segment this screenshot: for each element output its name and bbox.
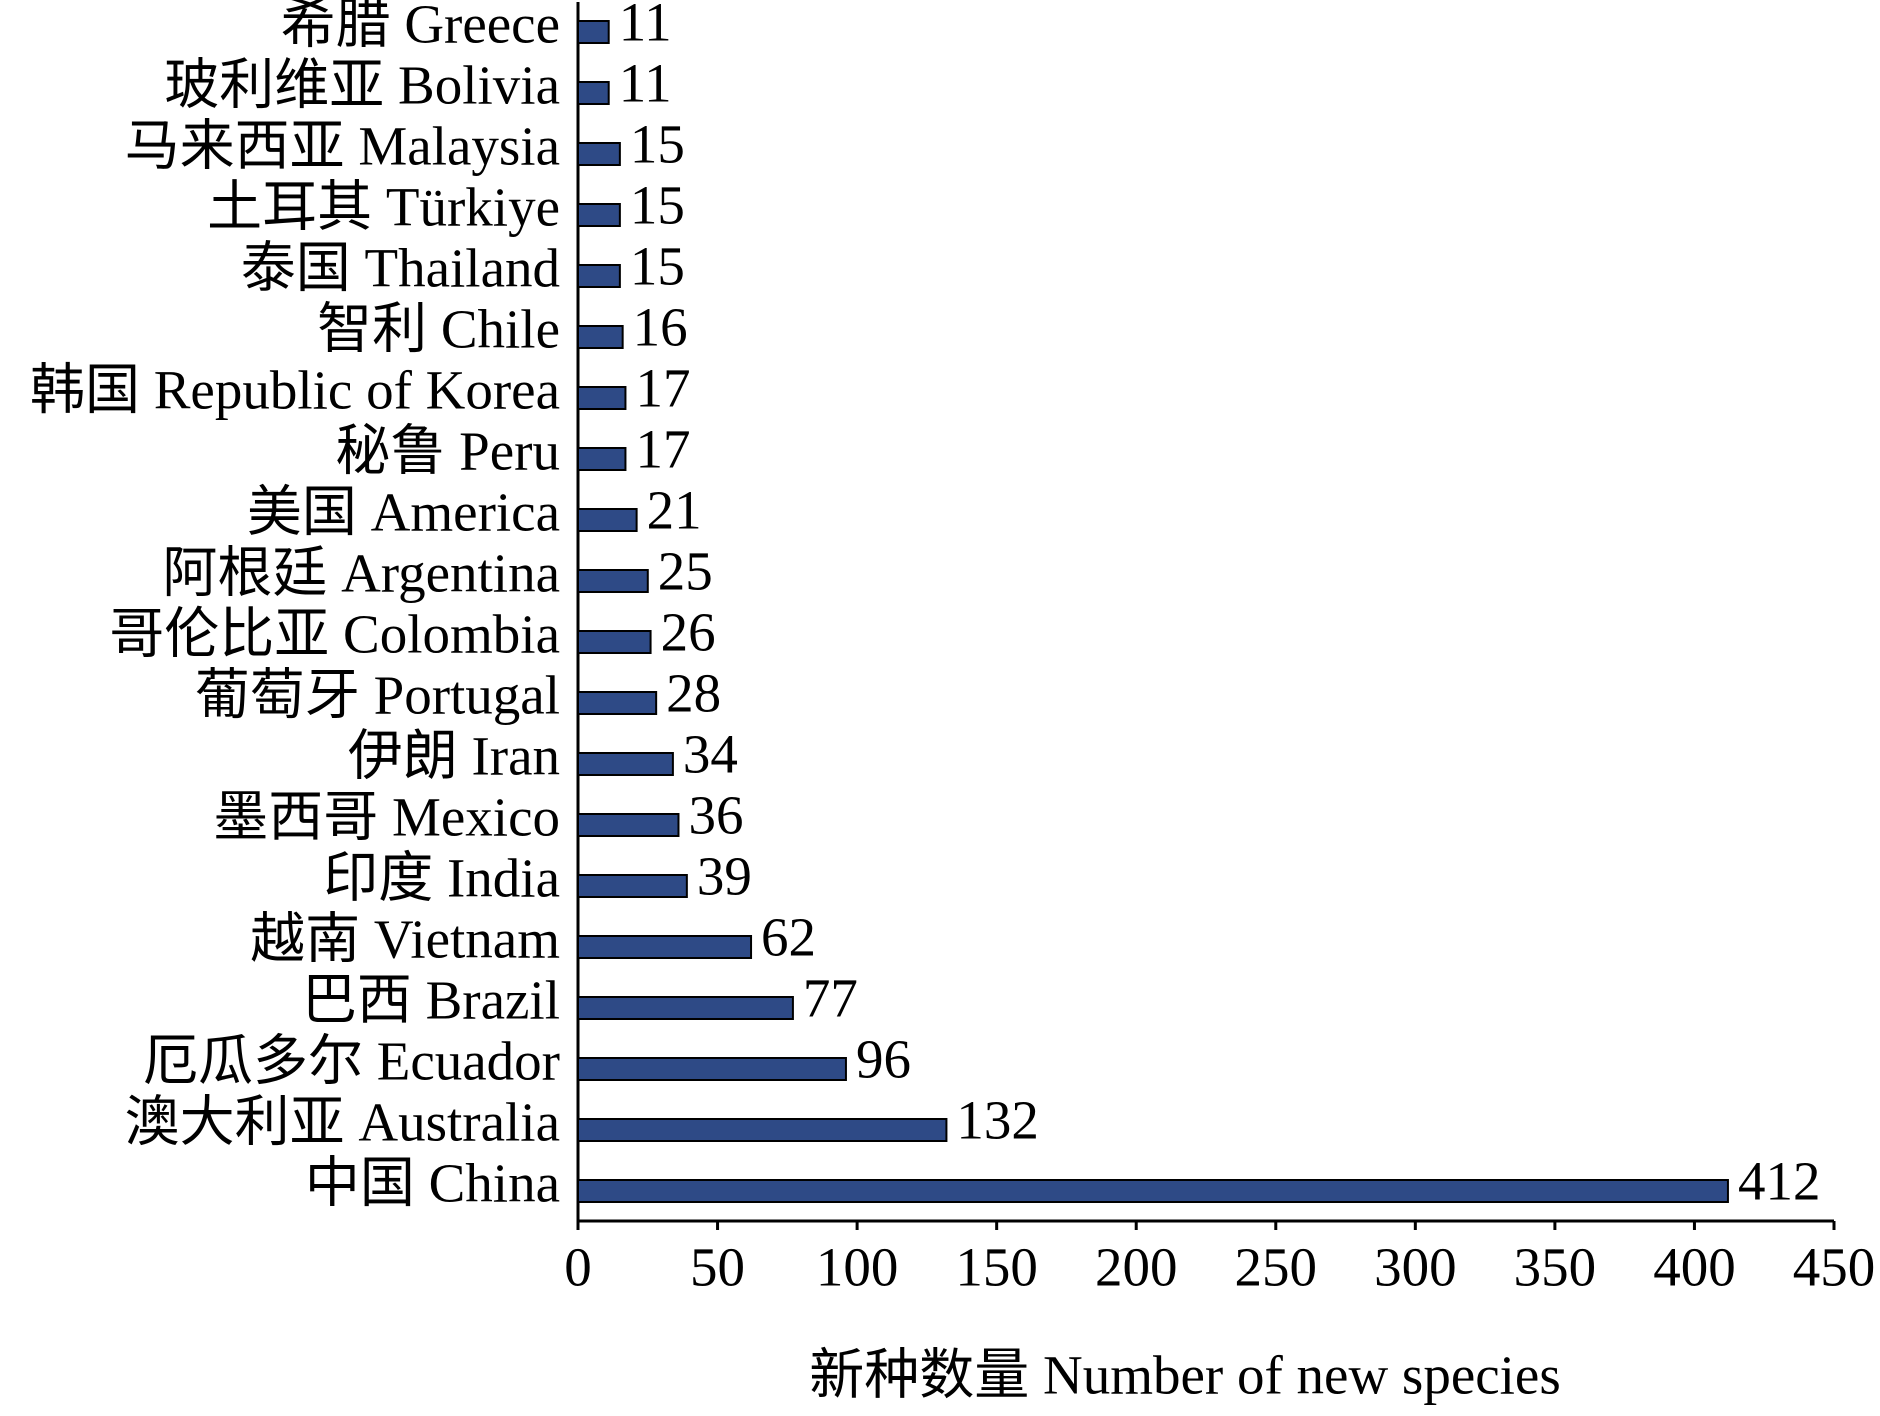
bar <box>577 325 624 349</box>
y-tick-label: 哥伦比亚 Colombia <box>109 604 560 665</box>
bar <box>577 20 610 44</box>
y-tick-label: 印度 India <box>323 848 560 909</box>
y-tick-label: 厄瓜多尔 Ecuador <box>143 1031 560 1092</box>
y-tick-label: 澳大利亚 Australia <box>125 1092 560 1153</box>
value-label: 17 <box>635 358 690 419</box>
bar <box>577 1057 847 1081</box>
bar <box>577 752 674 776</box>
x-axis-title: 新种数量 Number of new species <box>809 1345 1561 1406</box>
value-label: 26 <box>661 602 716 663</box>
bar <box>577 1179 1729 1203</box>
x-tick-label: 100 <box>816 1237 899 1298</box>
value-label: 132 <box>956 1090 1039 1151</box>
x-tick-label: 50 <box>690 1237 745 1298</box>
y-tick-label: 阿根廷 Argentina <box>162 543 560 604</box>
bar <box>577 1118 948 1142</box>
bar <box>577 874 688 898</box>
value-label: 28 <box>666 663 721 724</box>
y-tick-label: 越南 Vietnam <box>250 909 560 970</box>
value-label: 15 <box>630 236 685 297</box>
y-tick-label: 智利 Chile <box>317 299 560 360</box>
y-tick-label: 伊朗 Iran <box>348 726 560 787</box>
y-tick-label: 秘鲁 Peru <box>335 421 560 482</box>
y-tick-label: 墨西哥 Mexico <box>213 787 560 848</box>
bar <box>577 264 621 288</box>
value-label: 96 <box>856 1029 911 1090</box>
bar <box>577 691 658 715</box>
value-label: 11 <box>619 0 672 53</box>
bar <box>577 813 680 837</box>
bar <box>577 508 638 532</box>
value-label: 36 <box>688 785 743 846</box>
bar <box>577 630 652 654</box>
value-label: 11 <box>619 53 672 114</box>
y-tick-label: 葡萄牙 Portugal <box>195 665 560 726</box>
x-tick-label: 400 <box>1653 1237 1736 1298</box>
x-tick-label: 0 <box>564 1237 592 1298</box>
bar <box>577 935 753 959</box>
x-tick-label: 450 <box>1793 1237 1876 1298</box>
bar <box>577 447 627 471</box>
x-tick-label: 200 <box>1095 1237 1178 1298</box>
bar <box>577 203 621 227</box>
bar <box>577 142 621 166</box>
value-label: 77 <box>803 968 858 1029</box>
y-tick-label: 韩国 Republic of Korea <box>30 360 560 421</box>
y-tick-label: 土耳其 Türkiye <box>207 177 560 238</box>
y-tick-label: 玻利维亚 Bolivia <box>164 55 560 116</box>
y-tick-label: 希腊 Greece <box>281 0 560 55</box>
y-tick-label: 巴西 Brazil <box>302 970 560 1031</box>
value-label: 17 <box>635 419 690 480</box>
value-label: 15 <box>630 114 685 175</box>
x-tick-label: 350 <box>1514 1237 1597 1298</box>
bar <box>577 996 794 1020</box>
y-tick-label: 中国 China <box>305 1153 560 1214</box>
value-label: 21 <box>647 480 702 541</box>
value-label: 412 <box>1738 1151 1821 1212</box>
value-label: 15 <box>630 175 685 236</box>
value-label: 25 <box>658 541 713 602</box>
x-tick-label: 300 <box>1374 1237 1457 1298</box>
bar <box>577 569 649 593</box>
y-tick-label: 泰国 Thailand <box>241 238 560 299</box>
y-tick-label: 美国 America <box>247 482 560 543</box>
x-tick-label: 250 <box>1235 1237 1318 1298</box>
bar <box>577 386 627 410</box>
y-tick-label: 马来西亚 Malaysia <box>125 116 560 177</box>
bar <box>577 81 610 105</box>
value-label: 62 <box>761 907 816 968</box>
value-label: 16 <box>633 297 688 358</box>
x-tick-label: 150 <box>955 1237 1038 1298</box>
value-label: 39 <box>697 846 752 907</box>
value-label: 34 <box>683 724 738 785</box>
